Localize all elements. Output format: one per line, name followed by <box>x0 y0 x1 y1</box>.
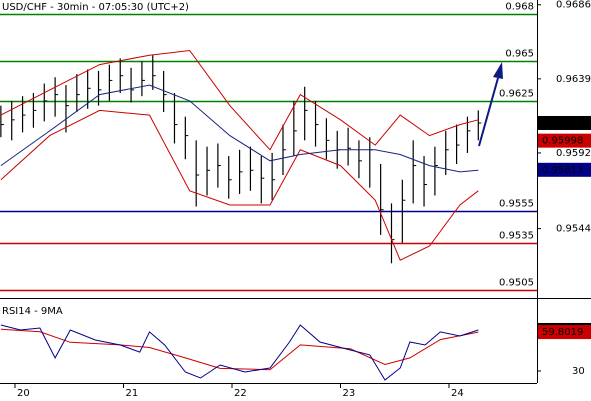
price-marker-label: 59.8019 <box>542 327 583 338</box>
upper-band <box>0 49 479 151</box>
title-bg <box>0 0 175 13</box>
chart-title: USD/CHF - 30min - 07:05:30 (UTC+2) <box>2 2 189 13</box>
x-tick-label: 22 <box>234 388 247 399</box>
x-tick-label: 20 <box>17 388 30 399</box>
moving-average <box>0 84 479 173</box>
rsi-title: RSI14 - 9MA <box>2 306 63 317</box>
y-tick-label: 0.9592 <box>556 148 591 159</box>
x-tick-label: 21 <box>125 388 138 399</box>
y-tick-label: 0.9544 <box>556 224 591 235</box>
price-marker-label: 0.95998 <box>542 136 583 147</box>
price-marker-label: 0.95813 <box>542 165 583 176</box>
rsi-line <box>0 324 479 381</box>
level-label: 0.965 <box>505 49 534 60</box>
plot-area: 0.968 0.965 0.9625 0.9555 0.9535 0.9505 <box>0 2 537 381</box>
y-tick-label: 0.9686 <box>556 0 591 11</box>
price-marker <box>538 162 591 177</box>
price-marker <box>538 133 591 148</box>
y-tick-label: 0.9639 <box>556 74 591 85</box>
arrow-head <box>493 62 503 79</box>
forecast-arrow <box>478 77 499 147</box>
level-label: 0.9555 <box>499 199 534 210</box>
rsi-ma-line <box>0 328 479 371</box>
level-label: 0.9535 <box>499 231 534 242</box>
price-marker-label: 0.9611 <box>542 118 577 129</box>
lower-band <box>0 109 479 261</box>
level-label: 0.968 <box>505 2 534 13</box>
x-tick-label: 24 <box>451 388 464 399</box>
level-label: 0.9625 <box>499 89 534 100</box>
level-label: 0.9505 <box>499 278 534 289</box>
y-tick-label: 30 <box>572 366 585 377</box>
x-tick-label: 23 <box>342 388 355 399</box>
title-bg <box>0 305 64 317</box>
price-marker <box>538 115 591 130</box>
price-marker <box>538 325 591 340</box>
